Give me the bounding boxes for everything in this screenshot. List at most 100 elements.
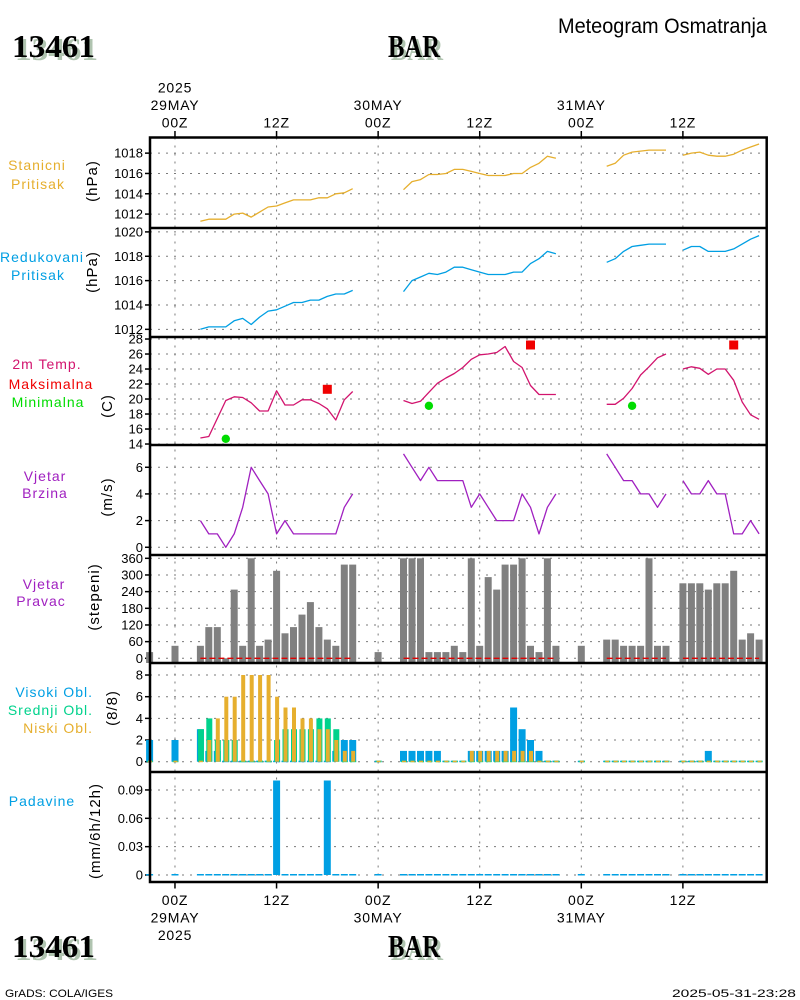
- wind-direction-bar: [755, 639, 763, 663]
- wind-direction-bar: [577, 645, 585, 663]
- stanicni-pritisak-line: [200, 188, 353, 222]
- cloud-low-bar: [198, 760, 203, 763]
- x-tick-label-bottom: 12Z: [670, 892, 697, 908]
- cloud-low-series: [148, 675, 762, 763]
- precipitation-bar: [374, 874, 382, 876]
- temp-2m-line: [200, 390, 354, 439]
- legend-label-niski: Niski Obl.: [23, 720, 93, 736]
- x-tick-label-top: 00Z: [568, 115, 595, 131]
- y-tick-label: 360: [121, 551, 143, 566]
- x-tick-label-bottom: 12Z: [263, 892, 290, 908]
- header: 13461 13461 BAR BAR Meteogram Osmatranja: [12, 15, 767, 67]
- wind-direction-bar: [611, 639, 619, 663]
- y-tick-label: 1018: [114, 146, 143, 161]
- y-axis-label: (m/s): [99, 477, 116, 516]
- cloud-high-bar: [518, 729, 526, 762]
- cloud-low-bar: [630, 760, 635, 763]
- cloud-low-bar: [452, 760, 457, 763]
- station-pressure-panel: 1012 1014 1016 1018: [114, 143, 767, 222]
- y-tick-label: 1016: [114, 166, 143, 181]
- wind-direction-bar: [645, 558, 653, 663]
- precipitation-bar: [696, 874, 704, 876]
- cloud-low-bar: [478, 750, 483, 762]
- wind-direction-bar: [704, 589, 712, 663]
- stanicni-pritisak-line: [403, 155, 557, 191]
- legend-label-maksimalna: Maksimalna: [9, 376, 94, 392]
- wind-speed-series: [199, 453, 760, 548]
- cloud-low-bar: [283, 707, 288, 762]
- precipitation-bar: [433, 874, 441, 876]
- y-tick-label: 1016: [114, 273, 143, 288]
- temp-min-series: [221, 401, 637, 443]
- wind-direction-bar: [222, 658, 230, 663]
- precipitation-bar: [290, 874, 297, 876]
- wind-direction-bar: [543, 558, 551, 663]
- cloud-low-bar: [224, 696, 229, 762]
- wind-direction-bar: [696, 583, 704, 663]
- cloud-high-bar: [535, 750, 543, 762]
- wind-direction-bar: [510, 564, 518, 663]
- precipitation-bar: [628, 874, 636, 876]
- legend-label-brzina: Brzina: [22, 485, 68, 501]
- wind-direction-bar: [332, 645, 340, 663]
- cloud-low-bar: [520, 750, 525, 762]
- cloud-high-bar: [704, 750, 712, 762]
- cloud-low-bar: [664, 760, 669, 763]
- y-axis-label: (C): [99, 394, 116, 418]
- station-id-shadow: 13461: [15, 31, 98, 67]
- wind-direction-bar: [738, 639, 746, 663]
- legend-label-temp: 2m Temp.: [12, 356, 81, 372]
- cloud-low-bar: [732, 760, 737, 763]
- cloud-low-bar: [486, 750, 491, 762]
- legends: Stanicni Pritisak Redukovani Pritisak 2m…: [0, 157, 94, 809]
- precipitation-bar: [518, 874, 526, 876]
- precipitation-bar: [535, 874, 543, 876]
- redukovani-pritisak-line: [402, 250, 557, 292]
- wind-direction-bar: [459, 652, 467, 663]
- cloud-low-bar: [241, 675, 246, 762]
- wind-speed-line: [682, 479, 760, 535]
- wind-direction-bar: [713, 583, 721, 663]
- cloud-low-bar: [545, 760, 550, 763]
- cloud-high-bar: [171, 740, 179, 762]
- precipitation-bar: [171, 874, 179, 876]
- y-axis-label: (mm/6h/12h): [87, 783, 104, 879]
- cloud-high-bar: [433, 750, 441, 762]
- cloud-low-bar: [207, 740, 212, 762]
- precipitation-bar: [425, 874, 433, 876]
- cloud-low-bar: [258, 675, 263, 762]
- y-tick-label: 4: [136, 711, 143, 726]
- wind-direction-bar: [467, 558, 475, 663]
- y-tick-label: 22: [129, 377, 143, 392]
- cloud-high-bar: [425, 750, 433, 762]
- precipitation-panel: 0 0.03 0.06 0.09: [118, 780, 767, 883]
- y-tick-label: 2: [136, 513, 143, 528]
- precipitation-bar: [323, 780, 331, 875]
- cloud-high-bar: [417, 750, 424, 762]
- y-tick-label: 24: [129, 362, 143, 377]
- precipitation-bar: [349, 874, 357, 876]
- cloud-low-bar: [647, 760, 652, 763]
- wind-direction-bar: [417, 558, 424, 663]
- cloud-low-bar: [444, 760, 449, 763]
- temp-min-marker: [627, 401, 637, 410]
- wind-direction-bar: [239, 645, 247, 663]
- legend-label-vjetar: Vjetar: [24, 468, 67, 484]
- precipitation-bar: [281, 874, 289, 876]
- wind-direction-bar: [628, 645, 636, 663]
- station-name: BAR: [388, 28, 441, 64]
- y-tick-label: 26: [129, 347, 143, 362]
- wind-direction-bar: [450, 645, 458, 663]
- temp-max-marker: [729, 340, 739, 350]
- redukovani-pritisak-line: [200, 289, 353, 330]
- frame-border: [148, 136, 768, 884]
- cloud-low-bar: [173, 760, 178, 763]
- wind-direction-bar: [340, 564, 348, 663]
- cloud-low-bar: [529, 750, 533, 762]
- x-tick-label-top: 31MAY: [557, 97, 606, 113]
- cloud-low-bar: [495, 750, 500, 762]
- cloud-low-bar: [512, 750, 517, 762]
- cloud-low-bar: [715, 760, 720, 763]
